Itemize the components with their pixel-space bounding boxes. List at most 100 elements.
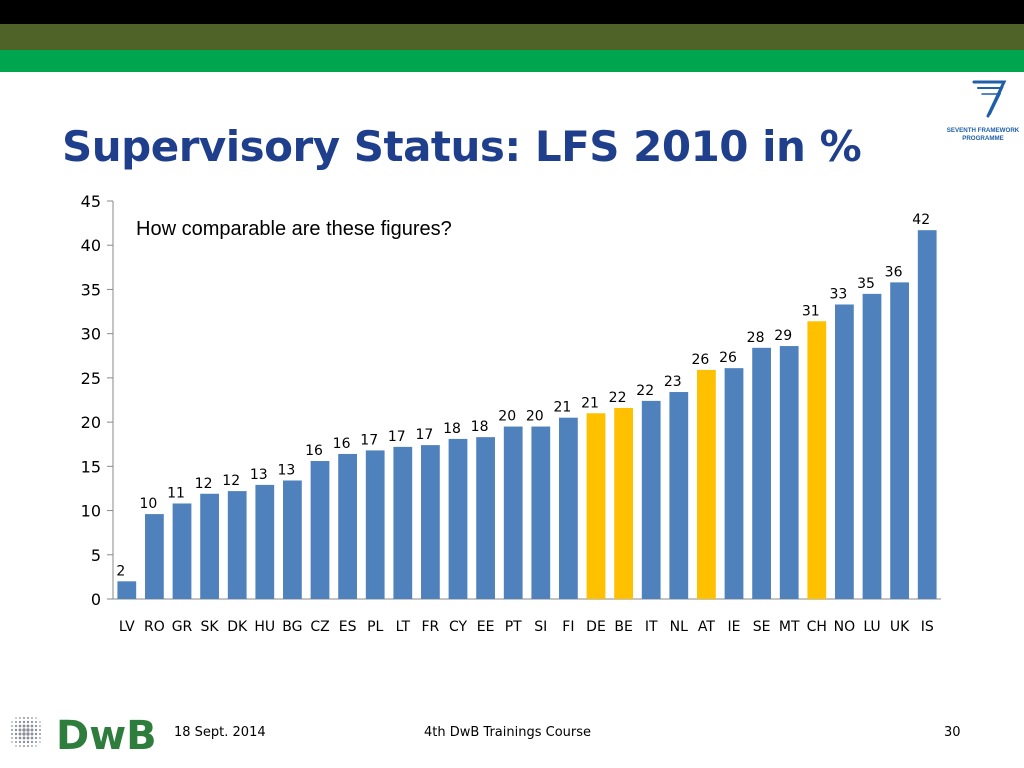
dotted-globe-icon	[11, 717, 41, 747]
bar-value-label: 12	[222, 473, 240, 489]
x-tick-label: SI	[534, 619, 547, 635]
x-tick-label: UK	[890, 619, 910, 635]
bar-cz	[310, 461, 330, 599]
globe-dot	[26, 724, 30, 728]
bar-value-label: 42	[912, 212, 930, 228]
bar-value-label: 2	[116, 563, 125, 579]
globe-dot	[11, 729, 13, 731]
globe-dot	[22, 740, 26, 744]
globe-dot	[30, 720, 34, 724]
globe-dot	[35, 717, 37, 719]
x-tick-label: LT	[396, 619, 411, 635]
globe-dot	[11, 725, 13, 727]
bar-value-label: 17	[360, 432, 378, 448]
x-tick-label: NO	[834, 619, 856, 635]
bar-no	[835, 304, 854, 599]
globe-dot	[23, 717, 25, 719]
x-tick-label: DE	[586, 619, 606, 635]
globe-dot	[18, 724, 22, 728]
globe-dot	[27, 745, 29, 747]
bar-es	[338, 453, 357, 599]
x-tick-label: CZ	[310, 619, 329, 635]
bar-value-label: 13	[277, 462, 295, 478]
bar-value-label: 31	[802, 303, 820, 319]
bar-ee	[476, 437, 495, 599]
globe-dot	[15, 745, 17, 747]
globe-dot	[39, 725, 41, 727]
globe-dot	[15, 717, 17, 719]
bar-hu	[255, 484, 275, 599]
header-green-band	[0, 50, 1024, 72]
bar-lv	[117, 581, 137, 599]
globe-dot	[11, 721, 13, 723]
globe-dot	[19, 745, 21, 747]
x-tick-label: DK	[227, 619, 248, 635]
globe-dot	[18, 720, 22, 724]
chart-annotation: How comparable are these figures?	[136, 218, 452, 240]
x-tick-label: IE	[728, 619, 741, 635]
header-black-band	[0, 0, 1024, 24]
dwb-logo-text: DwB	[56, 713, 157, 756]
globe-dot	[35, 721, 37, 723]
x-axis-labels: LV RO GR SK DK HU BG CZ ES PL LT FR CY EE PT SI FI DE BE IT…	[119, 619, 934, 635]
bar-value-label: 10	[139, 496, 157, 512]
bar-value-label: 29	[774, 328, 792, 344]
globe-dot	[26, 720, 30, 724]
bar-pt	[503, 426, 523, 599]
y-tick-label: 10	[81, 502, 101, 521]
y-axis: 0 5 10 15 20 25 30 35 40 45	[81, 192, 941, 609]
x-tick-label: AT	[698, 619, 715, 635]
bar-value-label: 35	[857, 276, 875, 292]
bars	[117, 230, 937, 600]
y-tick-label: 25	[81, 369, 101, 388]
globe-dot	[34, 732, 38, 736]
y-tick-label: 5	[91, 546, 101, 565]
globe-dot	[15, 721, 17, 723]
globe-dot	[31, 717, 33, 719]
bar-value-label: 16	[305, 443, 323, 459]
bar-labels: 2 10 11 12 12 13 13 16 16 17 17 17 18 18 20 20 21 21 22 22 2…	[116, 212, 930, 579]
bar-value-label: 18	[471, 419, 489, 435]
footer-course: 4th DwB Trainings Course	[424, 725, 592, 740]
bar-gr	[172, 503, 192, 599]
bar-value-label: 33	[829, 286, 847, 302]
header-olive-band	[0, 24, 1024, 50]
globe-dot	[26, 740, 30, 744]
bar-value-label: 28	[747, 330, 765, 346]
bar-si	[531, 426, 551, 599]
x-tick-label: PL	[367, 619, 383, 635]
bar-value-label: 22	[609, 390, 627, 406]
x-tick-label: GR	[172, 619, 193, 635]
globe-dot	[11, 733, 13, 735]
bar-value-label: 12	[195, 476, 213, 492]
bar-be	[614, 407, 633, 599]
x-tick-label: SK	[201, 619, 220, 635]
globe-dot	[26, 732, 30, 736]
bar-at	[697, 369, 716, 599]
bar-value-label: 21	[553, 400, 571, 416]
x-tick-label: RO	[144, 619, 165, 635]
bar-value-label: 20	[526, 409, 544, 425]
bar-ch	[807, 321, 827, 599]
globe-dot	[30, 728, 34, 732]
y-tick-label: 35	[81, 280, 101, 299]
globe-dot	[27, 717, 29, 719]
globe-dot	[19, 717, 21, 719]
bar-lu	[862, 293, 882, 599]
bar-pl	[365, 450, 385, 599]
fp7-logo-line2: PROGRAMME	[962, 135, 1004, 142]
footer-page-number: 30	[944, 725, 961, 740]
x-tick-label: NL	[670, 619, 688, 635]
globe-dot	[18, 732, 22, 736]
bar-it	[641, 400, 661, 599]
x-tick-label: IT	[645, 619, 658, 635]
y-tick-label: 20	[81, 413, 101, 432]
x-tick-label: HU	[254, 619, 275, 635]
globe-dot	[35, 741, 37, 743]
bar-value-label: 22	[636, 383, 654, 399]
x-tick-label: BE	[614, 619, 632, 635]
globe-dot	[18, 728, 22, 732]
x-tick-label: CH	[807, 619, 827, 635]
x-tick-label: MT	[779, 619, 800, 635]
globe-dot	[39, 721, 41, 723]
